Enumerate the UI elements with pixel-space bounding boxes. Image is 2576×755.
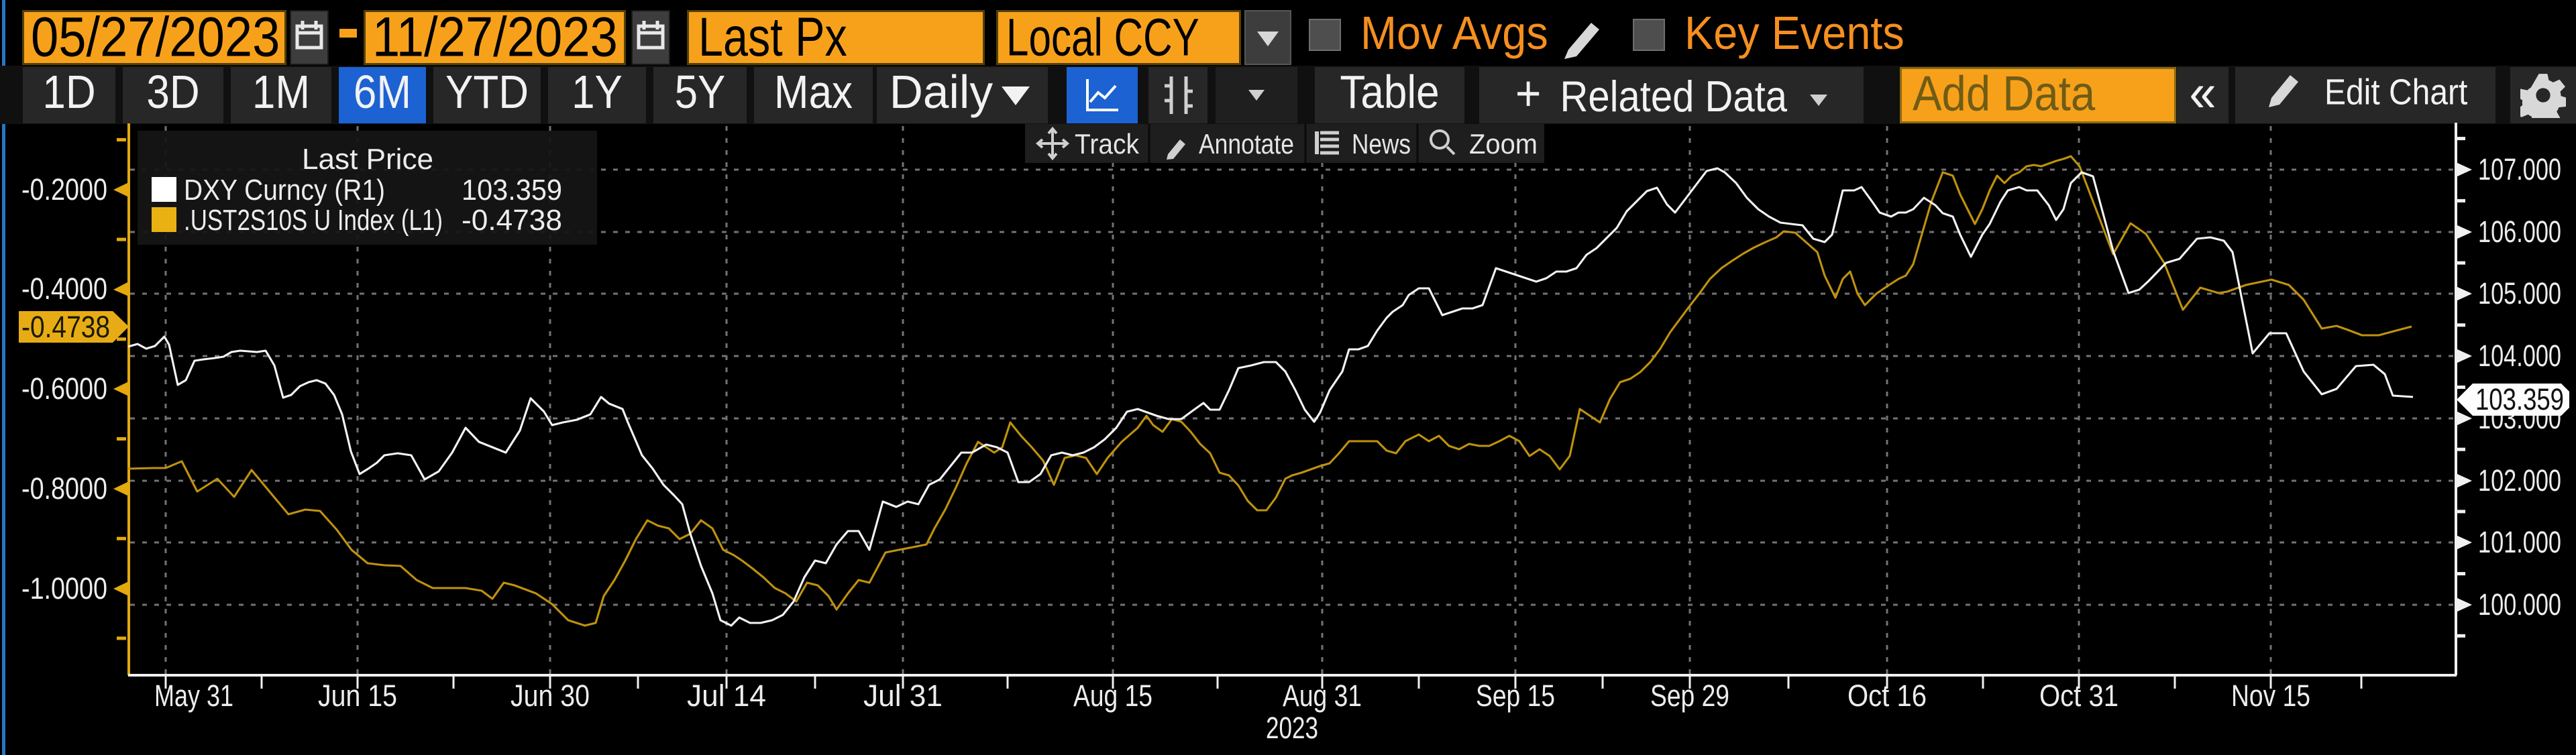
svg-text:107.000: 107.000: [2478, 152, 2561, 186]
svg-text:105.000: 105.000: [2478, 276, 2561, 310]
svg-text:102.000: 102.000: [2478, 463, 2561, 498]
svg-text:Track: Track: [1075, 128, 1140, 160]
svg-text:Nov 15: Nov 15: [2231, 679, 2310, 713]
svg-text:Oct 31: Oct 31: [2039, 679, 2118, 713]
svg-text:-0.4738: -0.4738: [462, 204, 562, 237]
svg-text:.UST2S10S U Index (L1): .UST2S10S U Index (L1): [184, 204, 443, 237]
svg-text:104.000: 104.000: [2478, 339, 2561, 373]
svg-text:103.359: 103.359: [462, 174, 562, 207]
svg-text:Annotate: Annotate: [1199, 128, 1294, 160]
svg-text:Aug 15: Aug 15: [1073, 679, 1152, 713]
svg-text:Jun 15: Jun 15: [318, 679, 397, 713]
svg-text:-0.8000: -0.8000: [21, 471, 107, 506]
svg-text:-0.4738: -0.4738: [21, 310, 110, 344]
svg-text:2023: 2023: [1266, 711, 1318, 745]
svg-text:100.000: 100.000: [2478, 587, 2561, 622]
svg-text:Oct 16: Oct 16: [1847, 679, 1927, 713]
svg-text:Aug 31: Aug 31: [1283, 679, 1362, 713]
svg-text:Sep 29: Sep 29: [1650, 679, 1729, 713]
svg-text:Jul 14: Jul 14: [687, 679, 766, 713]
svg-text:May 31: May 31: [154, 679, 233, 713]
svg-text:-0.4000: -0.4000: [21, 272, 107, 306]
svg-text:103.359: 103.359: [2475, 382, 2564, 416]
svg-text:Last Price: Last Price: [302, 143, 433, 176]
svg-text:-0.2000: -0.2000: [21, 172, 107, 207]
svg-text:-1.0000: -1.0000: [21, 571, 107, 605]
svg-text:News: News: [1352, 128, 1411, 160]
svg-text:-0.6000: -0.6000: [21, 371, 107, 406]
svg-text:DXY Curncy (R1): DXY Curncy (R1): [184, 174, 385, 207]
svg-text:Jun 30: Jun 30: [511, 679, 590, 713]
svg-text:Sep 15: Sep 15: [1476, 679, 1555, 713]
svg-text:106.000: 106.000: [2478, 215, 2561, 249]
svg-text:Jul 31: Jul 31: [863, 679, 943, 713]
svg-text:101.000: 101.000: [2478, 525, 2561, 559]
svg-text:Zoom: Zoom: [1469, 128, 1538, 160]
